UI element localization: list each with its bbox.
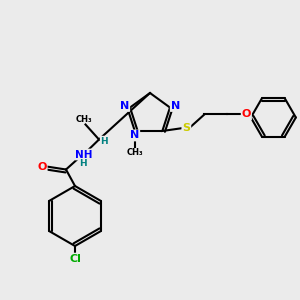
Text: N: N — [130, 130, 139, 140]
Text: CH₃: CH₃ — [76, 115, 92, 124]
Text: O: O — [242, 110, 251, 119]
Text: NH: NH — [75, 149, 93, 160]
Text: O: O — [37, 161, 47, 172]
Text: H: H — [79, 159, 86, 168]
Text: H: H — [100, 136, 108, 146]
Text: S: S — [182, 123, 190, 133]
Text: Cl: Cl — [69, 254, 81, 264]
Text: CH₃: CH₃ — [126, 148, 143, 158]
Text: N: N — [120, 101, 129, 111]
Text: N: N — [171, 101, 180, 111]
